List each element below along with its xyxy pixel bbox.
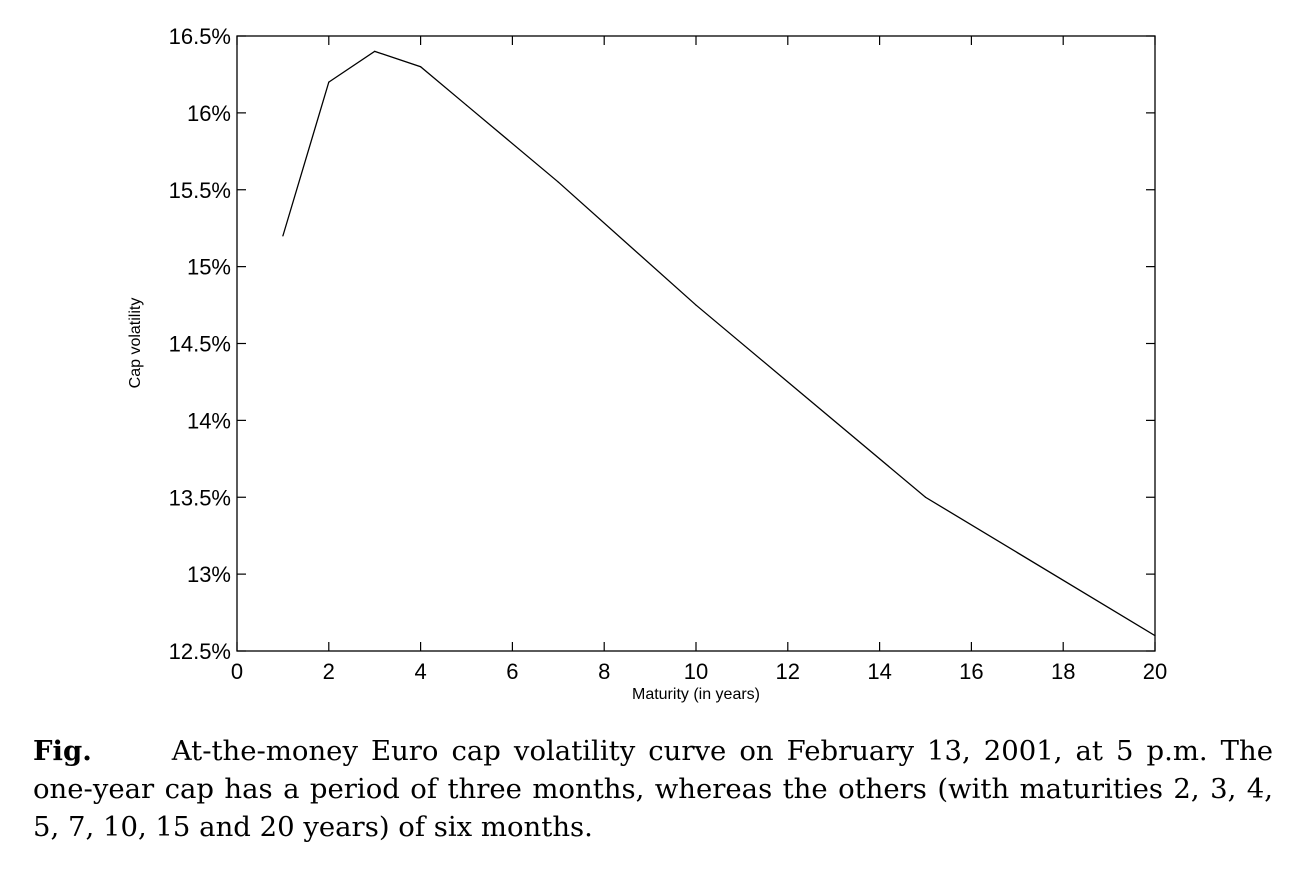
data-point (557, 181, 559, 183)
volatility-line (282, 50, 1156, 637)
y-tick-label: 14.5% (169, 332, 231, 357)
y-axis-label: Cap volatility (127, 298, 144, 389)
y-tick-label: 13% (187, 562, 231, 587)
data-point (374, 50, 376, 52)
y-tick-label: 12.5% (169, 639, 231, 664)
x-tick-label: 8 (598, 659, 610, 684)
x-tick-label: 18 (1051, 659, 1075, 684)
x-tick-label: 0 (231, 659, 243, 684)
x-axis-ticks: 0 2 4 6 8 10 12 14 16 18 20 (231, 36, 1167, 684)
data-point (924, 496, 927, 498)
x-tick-label: 4 (414, 659, 426, 684)
plot-area-frame (236, 35, 1156, 652)
x-tick-label: 2 (323, 659, 335, 684)
y-tick-label: 13.5% (169, 485, 231, 510)
data-point (465, 104, 468, 106)
y-tick-label: 16% (187, 101, 231, 126)
x-tick-label: 16 (959, 659, 983, 684)
x-tick-label: 12 (776, 659, 800, 684)
x-axis-label: Maturity (in years) (632, 686, 760, 703)
data-point (420, 66, 422, 68)
caption-text: At-the-money Euro cap volatility curve o… (33, 735, 1273, 843)
series-group (282, 50, 1156, 637)
x-tick-label: 6 (506, 659, 518, 684)
y-tick-label: 15% (187, 255, 231, 280)
caption-label: Fig. (33, 735, 92, 767)
data-point (328, 81, 330, 83)
x-tick-label: 10 (684, 659, 708, 684)
x-tick-label: 20 (1143, 659, 1167, 684)
y-tick-label: 15.5% (169, 178, 231, 203)
x-tick-label: 14 (867, 659, 891, 684)
data-point (695, 304, 697, 306)
volatility-chart: 0 2 4 6 8 10 12 14 16 18 20 12.5%13%13.5%14%14.5%1… (127, 24, 1167, 703)
data-point (1154, 635, 1156, 637)
y-tick-label: 16.5% (169, 24, 231, 49)
data-point (282, 235, 284, 237)
y-axis-ticks: 12.5% 13% 13.5% 14% 14.5% 15% 15.5% 16% 16.5% (169, 24, 1155, 664)
y-tick-label: 14% (187, 408, 231, 433)
figure-caption: Fig. At-the-money Euro cap volatility cur… (33, 732, 1273, 846)
